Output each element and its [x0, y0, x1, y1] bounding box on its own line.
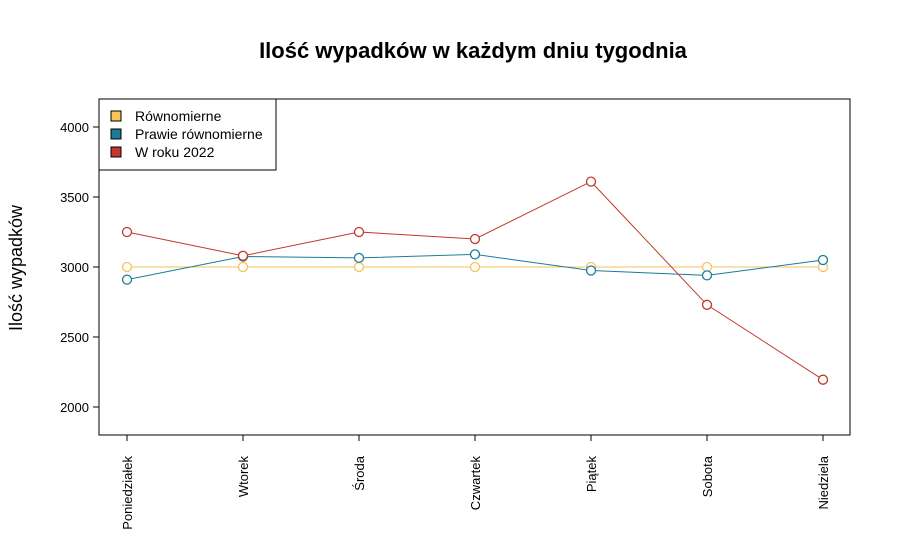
x-tick-label: Niedziela: [816, 455, 831, 509]
x-tick-label: Sobota: [700, 455, 715, 497]
data-point: [121, 274, 133, 285]
legend-label: Równomierne: [135, 108, 222, 124]
y-tick-label: 2500: [60, 330, 89, 345]
legend-label: Prawie równomierne: [135, 126, 263, 142]
data-point: [701, 261, 713, 273]
chart-title: Ilość wypadków w każdym dniu tygodnia: [259, 38, 688, 63]
data-point: [585, 265, 597, 276]
data-point: [701, 299, 713, 310]
x-tick-label: Środa: [352, 455, 367, 490]
x-tick-label: Poniedziałek: [120, 456, 135, 530]
y-tick-label: 2000: [60, 400, 89, 415]
data-point: [121, 261, 133, 273]
y-tick-label: 3500: [60, 190, 89, 205]
data-point: [817, 254, 829, 266]
data-point: [469, 261, 481, 273]
data-point: [353, 226, 365, 238]
y-tick-label: 4000: [60, 120, 89, 135]
y-tick-label: 3000: [60, 260, 89, 275]
data-point: [237, 261, 249, 273]
x-tick-label: Wtorek: [236, 456, 251, 498]
legend-swatch: [110, 128, 122, 140]
data-point: [585, 176, 597, 187]
y-axis-label: Ilość wypadków: [6, 204, 26, 331]
legend-swatch: [110, 146, 122, 158]
legend-label: W roku 2022: [135, 144, 215, 160]
data-point: [353, 252, 365, 264]
series-line: [126, 180, 824, 381]
data-point: [817, 374, 829, 385]
x-tick-label: Piątek: [584, 456, 599, 493]
data-point: [469, 233, 481, 245]
legend-box: [98, 98, 277, 171]
legend-swatch: [110, 110, 122, 122]
data-point: [701, 270, 713, 281]
data-point: [121, 226, 133, 238]
data-point: [469, 249, 481, 260]
x-tick-label: Czwartek: [468, 456, 483, 511]
data-point: [237, 250, 249, 261]
data-point: [353, 261, 365, 273]
